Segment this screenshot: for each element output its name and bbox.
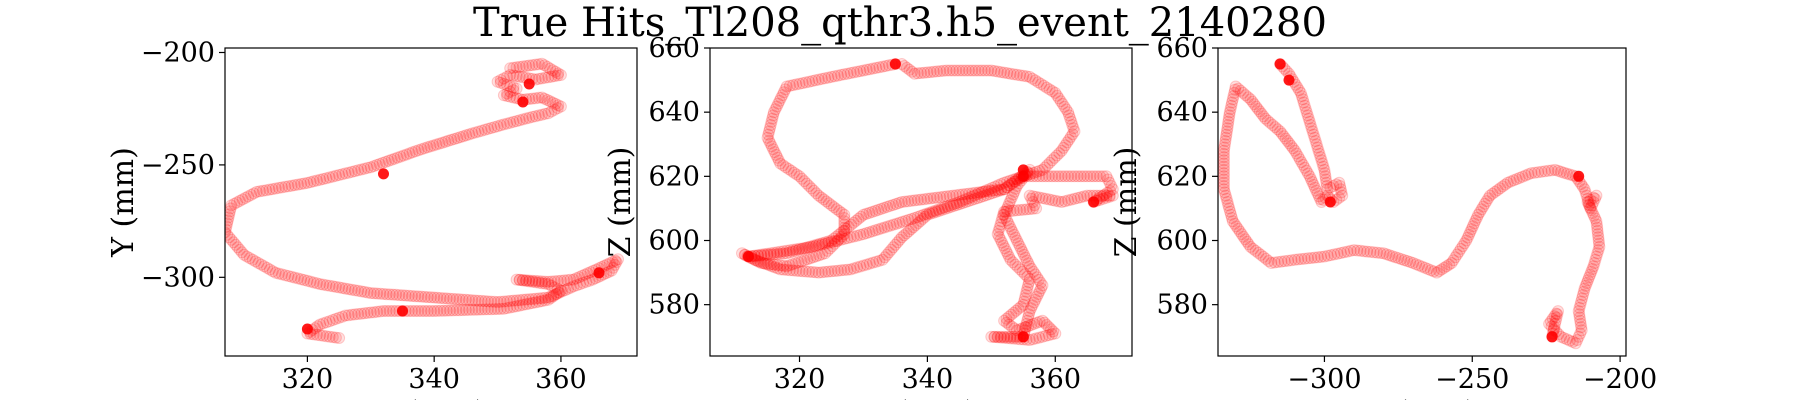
- chart-panel-xz: 320 340 360 580 600 620 640 660 Z (mm) X (mm): [603, 33, 1132, 400]
- energy-deposit-marker: [1325, 197, 1336, 208]
- x-tick-label: −300: [1287, 364, 1361, 395]
- x-tick-label: 320: [774, 364, 826, 395]
- energy-deposit-marker: [1088, 197, 1099, 208]
- y-tick-label: 660: [648, 33, 700, 64]
- y-tick-label: −250: [141, 150, 215, 181]
- x-tick-label: −200: [1583, 364, 1657, 395]
- hit-markers: [1218, 59, 1605, 349]
- energy-deposit-marker: [743, 251, 754, 262]
- hit-markers: [220, 58, 624, 343]
- y-tick-label: 620: [648, 161, 700, 192]
- energy-deposit-marker: [397, 306, 408, 317]
- x-tick-label: 360: [535, 364, 587, 395]
- x-axis-label: X (mm): [865, 395, 976, 400]
- x-tick-label: −250: [1435, 364, 1509, 395]
- energy-deposit-marker: [1547, 331, 1558, 342]
- chart-panel-xy: 320 340 360 −200 −250 −300Y (mm) X (mm): [106, 37, 637, 400]
- y-axis-label: Z (mm): [1109, 147, 1144, 258]
- y-tick-label: 640: [1156, 97, 1208, 128]
- energy-deposit-marker: [1573, 171, 1584, 182]
- x-axis-label: X (mm): [375, 395, 486, 400]
- x-tick-label: 340: [408, 364, 460, 395]
- axes-frame: [1218, 48, 1626, 356]
- y-tick-label: −200: [141, 37, 215, 68]
- y-tick-label: 620: [1156, 161, 1208, 192]
- y-axis-label: Z (mm): [603, 147, 638, 258]
- x-tick-label: 340: [902, 364, 954, 395]
- y-tick-label: 600: [648, 226, 700, 257]
- energy-deposit-marker: [1018, 171, 1029, 182]
- y-tick-label: 600: [1156, 226, 1208, 257]
- y-tick-label: −300: [141, 262, 215, 293]
- y-axis-label: Y (mm): [106, 147, 141, 258]
- energy-deposit-marker: [378, 168, 389, 179]
- y-tick-label: 660: [1156, 33, 1208, 64]
- y-tick-label: 580: [648, 290, 700, 321]
- y-tick-label: 640: [648, 97, 700, 128]
- energy-deposit-marker: [302, 324, 313, 335]
- chart-panel-yz: −300 −250 −200 580 600 620 640 660 Z (mm) Y (mm): [1109, 33, 1657, 400]
- x-tick-label: 360: [1029, 364, 1081, 395]
- hit-markers: [737, 59, 1119, 346]
- x-axis-label: Y (mm): [1366, 395, 1477, 400]
- energy-deposit-marker: [524, 79, 535, 90]
- energy-deposit-marker: [594, 267, 605, 278]
- hit-marker: [334, 333, 345, 344]
- energy-deposit-marker: [517, 97, 528, 108]
- x-tick-label: 320: [282, 364, 334, 395]
- energy-deposit-marker: [890, 59, 901, 70]
- y-tick-label: 580: [1156, 290, 1208, 321]
- energy-deposit-marker: [1275, 59, 1286, 70]
- energy-deposit-marker: [1284, 75, 1295, 86]
- energy-deposit-marker: [1018, 331, 1029, 342]
